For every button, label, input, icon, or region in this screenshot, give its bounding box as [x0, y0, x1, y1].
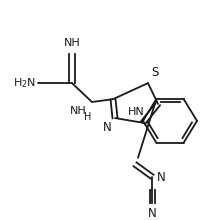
Text: H: H — [84, 112, 91, 122]
Text: NH: NH — [64, 38, 80, 48]
Text: N: N — [157, 171, 166, 184]
Text: NH: NH — [70, 106, 87, 116]
Text: H$_2$N: H$_2$N — [13, 76, 36, 90]
Text: N: N — [148, 207, 156, 220]
Text: N: N — [103, 121, 112, 134]
Text: HN: HN — [128, 107, 144, 117]
Text: S: S — [151, 66, 158, 79]
